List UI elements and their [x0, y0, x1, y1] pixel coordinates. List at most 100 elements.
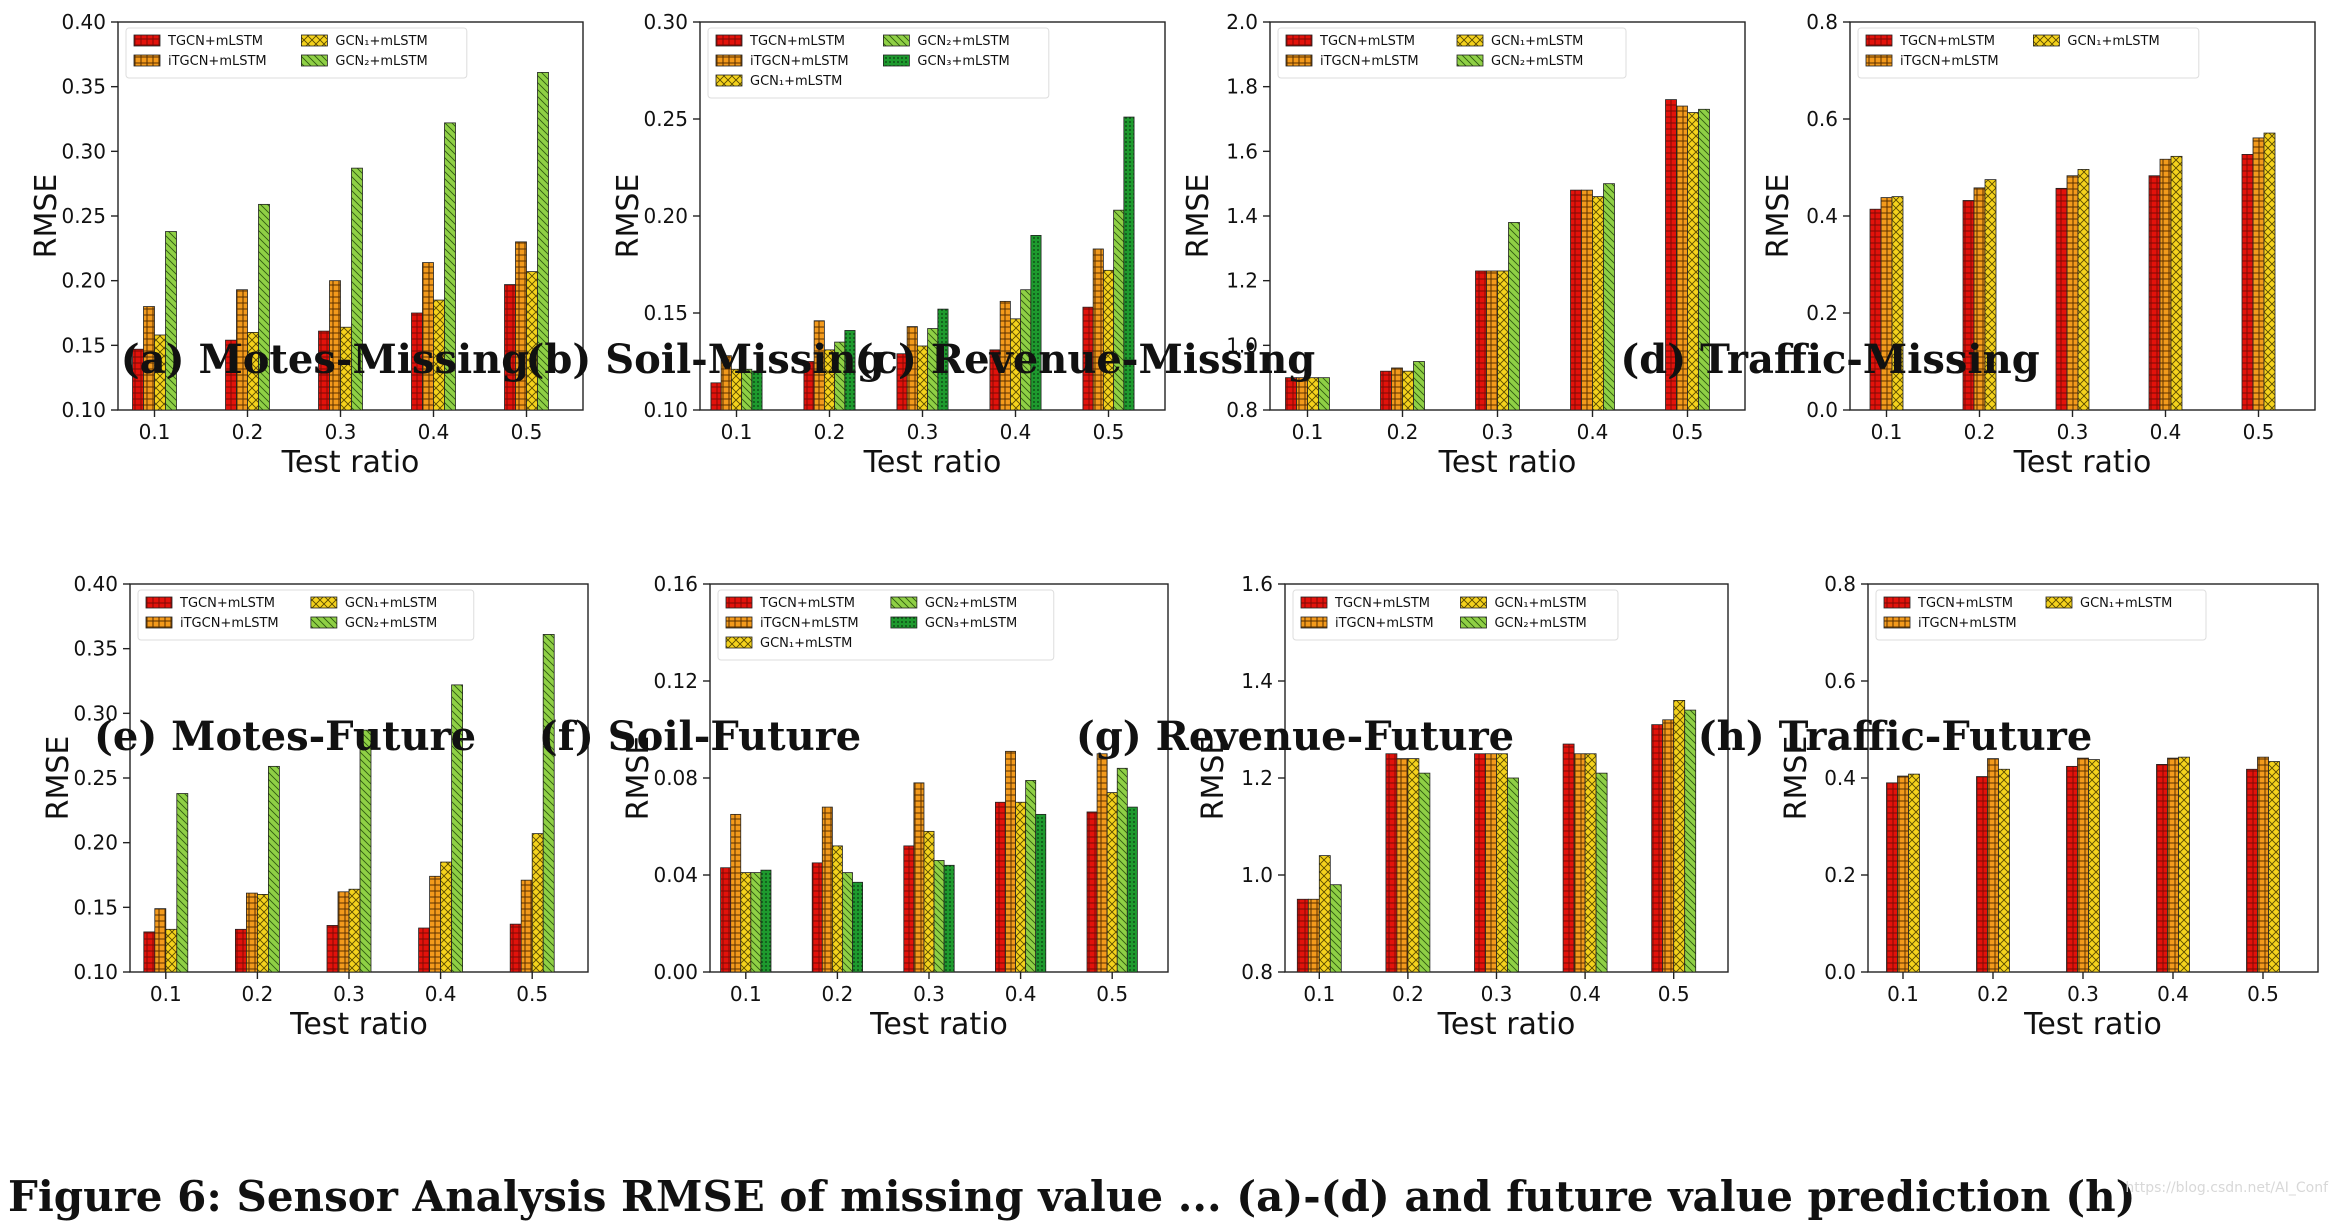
y-tick-label: 1.6 — [1226, 139, 1258, 163]
y-tick-label: 0.8 — [1241, 960, 1273, 984]
x-tick-label: 0.2 — [1977, 982, 2009, 1006]
bar-gcn2-mlstm-0.5 — [1684, 709, 1697, 973]
y-axis-label: RMSE — [1181, 174, 1216, 259]
x-tick-label: 0.3 — [1481, 982, 1513, 1006]
legend-swatch-gcn2-mlstm — [300, 54, 328, 67]
panel-caption-h: (h) Traffic-Future — [1697, 713, 2093, 760]
x-tick-label: 0.1 — [1303, 982, 1335, 1006]
bar-gcn2-mlstm-0.4 — [1603, 183, 1615, 411]
legend-swatch-tgcn-mlstm — [1285, 34, 1313, 47]
chart-panel-f: 0.00 0.04 0.08 0.12 0.16 RMSE 0.1 0.2 0.3 0.4 0.5 T… — [621, 572, 1169, 1042]
bar-gcn3-mlstm-0.4 — [1030, 234, 1042, 411]
legend-box — [707, 27, 1050, 99]
legend-label-gcn1-mlstm: GCN₁+mLSTM — [750, 74, 842, 89]
y-tick-label: 0.04 — [653, 863, 698, 887]
bar-itgcn-mlstm-0.5 — [1092, 248, 1104, 411]
x-tick-label: 0.2 — [1392, 982, 1424, 1006]
y-tick-label: 0.15 — [643, 301, 688, 325]
y-axis-label: RMSE — [1779, 736, 1814, 821]
bar-tgcn-mlstm-0.1 — [143, 931, 156, 973]
bar-gcn1-mlstm-0.4 — [440, 861, 453, 973]
figure-caption: Figure 6: Sensor Analysis RMSE of missin… — [8, 1172, 2136, 1221]
legend-label-itgcn-mlstm: iTGCN+mLSTM — [168, 54, 267, 69]
y-tick-label: 0.4 — [1806, 204, 1838, 228]
legend-box — [1292, 589, 1619, 641]
legend: TGCN+mLSTM iTGCN+mLSTM GCN₁+mLSTM GCN₂+mLST… — [137, 589, 475, 641]
bar-tgcn-mlstm-0.3 — [2066, 765, 2078, 973]
bar-gcn2-mlstm-0.2 — [842, 872, 853, 973]
legend-swatch-gcn1-mlstm — [2045, 596, 2073, 609]
legend-label-itgcn-mlstm: iTGCN+mLSTM — [180, 616, 279, 631]
bar-gcn3-mlstm-0.5 — [1123, 116, 1135, 411]
bar-tgcn-mlstm-0.2 — [1380, 370, 1392, 411]
y-tick-label: 0.6 — [1824, 669, 1856, 693]
bar-gcn1-mlstm-0.3 — [1497, 270, 1509, 411]
bar-gcn1-mlstm-0.2 — [1402, 370, 1414, 411]
legend-swatch-gcn1-mlstm — [1460, 596, 1487, 609]
bar-tgcn-mlstm-0.1 — [710, 382, 722, 411]
bar-itgcn-mlstm-0.3 — [1485, 753, 1497, 973]
y-tick-label: 0.20 — [643, 204, 688, 228]
bar-gcn1-mlstm-0.2 — [831, 845, 843, 973]
y-tick-label: 0.8 — [1824, 572, 1856, 596]
bar-gcn2-mlstm-0.1 — [1318, 377, 1330, 411]
bar-gcn2-mlstm-0.5 — [542, 634, 555, 973]
bar-itgcn-mlstm-0.3 — [1486, 270, 1498, 411]
y-tick-label: 0.40 — [73, 572, 118, 596]
legend-swatch-gcn2-mlstm — [883, 34, 910, 47]
x-axis-label: Test ratio — [289, 1007, 428, 1042]
legend-label-itgcn-mlstm: iTGCN+mLSTM — [760, 616, 859, 631]
legend-box — [1875, 589, 2207, 641]
x-axis-label: Test ratio — [869, 1007, 1008, 1042]
x-tick-label: 0.5 — [1096, 982, 1128, 1006]
bar-gcn2-mlstm-0.2 — [1413, 361, 1425, 411]
legend-label-gcn3-mlstm: GCN₃+mLSTM — [917, 54, 1009, 69]
bar-gcn1-mlstm-0.3 — [2077, 169, 2090, 411]
y-tick-label: 0.00 — [653, 960, 698, 984]
bar-itgcn-mlstm-0.5 — [520, 879, 533, 973]
bar-itgcn-mlstm-0.2 — [821, 806, 833, 973]
y-tick-label: 0.20 — [73, 831, 118, 855]
legend-swatch-gcn1-mlstm — [1456, 34, 1484, 47]
bar-itgcn-mlstm-0.1 — [154, 908, 167, 973]
legend-swatch-tgcn-mlstm — [133, 34, 161, 47]
bar-gcn1-mlstm-0.1 — [165, 928, 178, 973]
y-tick-label: 0.8 — [1806, 10, 1838, 34]
chart-panel-d: 0.0 0.2 0.4 0.6 0.8 RMSE 0.1 0.2 0.3 0.4 0.5 Test r… — [1761, 10, 2316, 480]
panel-caption-b: (b) Soil-Missing — [525, 336, 885, 383]
y-tick-label: 0.6 — [1806, 107, 1838, 131]
bar-gcn1-mlstm-0.1 — [1908, 773, 1920, 973]
bar-gcn1-mlstm-0.2 — [256, 894, 269, 973]
y-tick-label: 1.0 — [1241, 863, 1273, 887]
bar-gcn2-mlstm-0.2 — [258, 203, 270, 411]
bar-tgcn-mlstm-0.5 — [2246, 768, 2258, 973]
legend-swatch-tgcn-mlstm — [145, 596, 173, 609]
legend-label-tgcn-mlstm: TGCN+mLSTM — [1899, 34, 1995, 49]
bar-itgcn-mlstm-0.2 — [245, 892, 258, 973]
y-tick-label: 0.8 — [1226, 398, 1258, 422]
legend-label-gcn1-mlstm: GCN₁+mLSTM — [335, 34, 427, 49]
legend-label-tgcn-mlstm: TGCN+mLSTM — [1917, 596, 2013, 611]
legend-swatch-itgcn-mlstm — [1865, 54, 1893, 67]
legend: TGCN+mLSTM iTGCN+mLSTM GCN₁+mLSTM GCN₂+mLST… — [707, 27, 1050, 99]
x-tick-label: 0.5 — [511, 420, 543, 444]
legend-label-tgcn-mlstm: TGCN+mLSTM — [1334, 596, 1430, 611]
x-tick-label: 0.2 — [821, 982, 853, 1006]
x-tick-label: 0.2 — [1387, 420, 1419, 444]
x-tick-label: 0.1 — [1292, 420, 1324, 444]
y-tick-label: 0.15 — [73, 895, 118, 919]
bar-itgcn-mlstm-0.3 — [337, 891, 350, 973]
bar-gcn1-mlstm-0.2 — [1984, 179, 1997, 411]
x-tick-label: 0.4 — [2157, 982, 2189, 1006]
legend: TGCN+mLSTM iTGCN+mLSTM GCN₁+mLSTM — [1875, 589, 2207, 641]
y-tick-label: 0.40 — [61, 10, 106, 34]
legend: TGCN+mLSTM iTGCN+mLSTM GCN₁+mLSTM GCN₂+mLST… — [717, 589, 1055, 661]
bar-itgcn-mlstm-0.5 — [2257, 756, 2269, 973]
y-tick-label: 0.2 — [1824, 863, 1856, 887]
bar-gcn3-mlstm-0.2 — [852, 881, 863, 973]
bar-gcn1-mlstm-0.2 — [1407, 758, 1420, 973]
legend-label-itgcn-mlstm: iTGCN+mLSTM — [1918, 616, 2017, 631]
bar-gcn1-mlstm-0.5 — [2263, 132, 2276, 411]
x-axis-label: Test ratio — [1437, 1007, 1576, 1042]
y-tick-label: 2.0 — [1226, 10, 1258, 34]
